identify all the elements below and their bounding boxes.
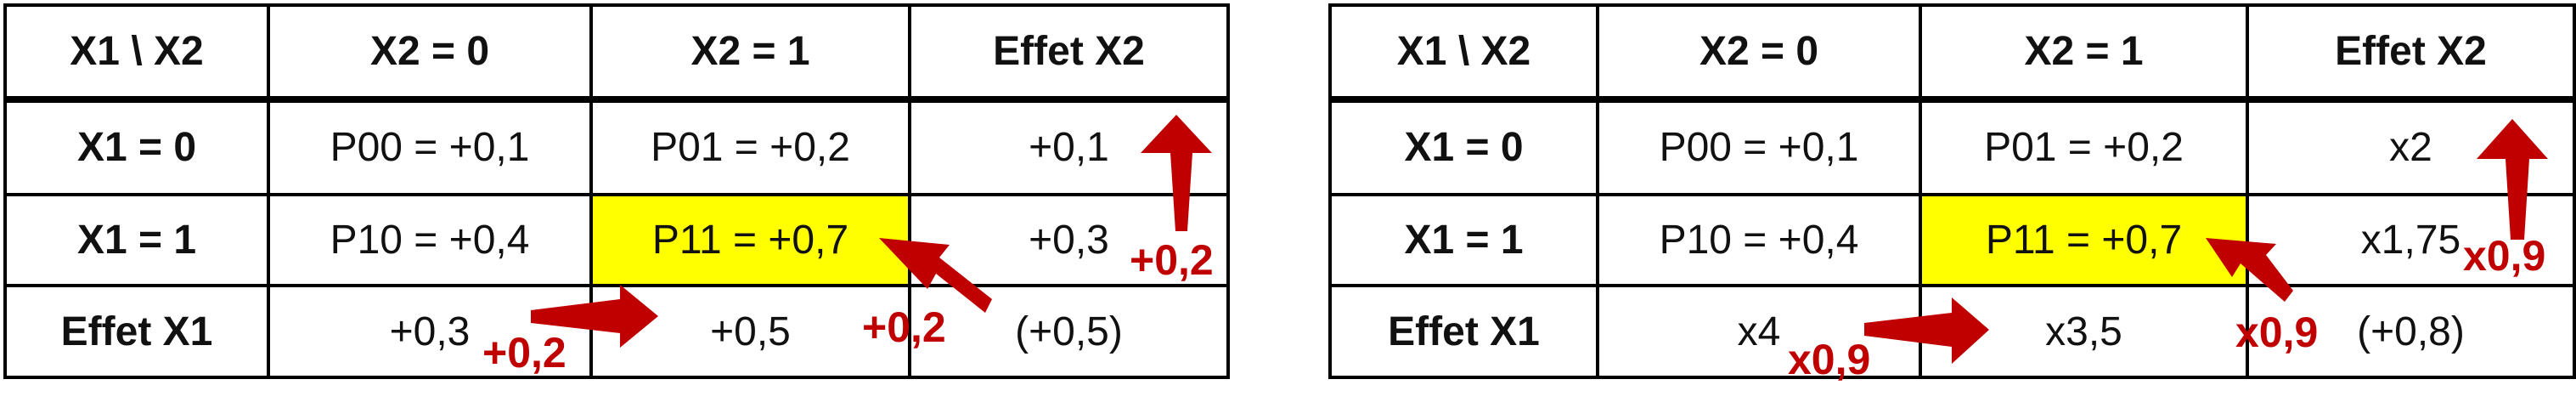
cell-effect-x1-col0: +0,3 — [267, 284, 593, 379]
cell-effect-x2-row1: x1,75 — [2246, 192, 2576, 288]
row-header-x1-0: X1 = 0 — [3, 98, 270, 196]
right-contingency-table: X1 \ X2 X2 = 0 X2 = 1 Effet X2 X1 = 0 P0… — [1328, 3, 2576, 379]
table-row: Effet X1 +0,3 +0,5 (+0,5) — [3, 284, 1230, 379]
row-header-x1-1: X1 = 1 — [1328, 192, 1599, 288]
left-contingency-table: X1 \ X2 X2 = 0 X2 = 1 Effet X2 X1 = 0 P0… — [3, 3, 1230, 379]
corner-header: X1 \ X2 — [3, 3, 270, 104]
cell-p01: P01 = +0,2 — [1919, 98, 2249, 196]
header-row: X1 \ X2 X2 = 0 X2 = 1 Effet X2 — [3, 3, 1230, 104]
col-header-effect-x2: Effet X2 — [908, 3, 1230, 104]
cell-interaction: (+0,5) — [908, 284, 1230, 379]
row-header-x1-1: X1 = 1 — [3, 192, 270, 288]
cell-p01: P01 = +0,2 — [589, 98, 911, 196]
col-header-x2-0: X2 = 0 — [267, 3, 593, 104]
row-header-effect-x1: Effet X1 — [1328, 284, 1599, 379]
row-header-x1-0: X1 = 0 — [1328, 98, 1599, 196]
table-row: X1 = 1 P10 = +0,4 P11 = +0,7 x1,75 — [1328, 192, 2576, 288]
col-header-x2-0: X2 = 0 — [1596, 3, 1922, 104]
cell-p00: P00 = +0,1 — [1596, 98, 1922, 196]
table-row: X1 = 0 P00 = +0,1 P01 = +0,2 +0,1 — [3, 98, 1230, 196]
cell-p10: P10 = +0,4 — [1596, 192, 1922, 288]
corner-header: X1 \ X2 — [1328, 3, 1599, 104]
cell-effect-x2-row0: x2 — [2246, 98, 2576, 196]
cell-interaction: (+0,8) — [2246, 284, 2576, 379]
col-header-effect-x2: Effet X2 — [2246, 3, 2576, 104]
header-row: X1 \ X2 X2 = 0 X2 = 1 Effet X2 — [1328, 3, 2576, 104]
cell-effect-x1-col1: +0,5 — [589, 284, 911, 379]
row-header-effect-x1: Effet X1 — [3, 284, 270, 379]
col-header-x2-1: X2 = 1 — [1919, 3, 2249, 104]
cell-effect-x1-col1: x3,5 — [1919, 284, 2249, 379]
cell-effect-x1-col0: x4 — [1596, 284, 1922, 379]
cell-p11-highlighted: P11 = +0,7 — [589, 192, 911, 288]
right-table-grid: X1 \ X2 X2 = 0 X2 = 1 Effet X2 X1 = 0 P0… — [1328, 3, 2576, 379]
col-header-x2-1: X2 = 1 — [589, 3, 911, 104]
table-row: Effet X1 x4 x3,5 (+0,8) — [1328, 284, 2576, 379]
table-row: X1 = 0 P00 = +0,1 P01 = +0,2 x2 — [1328, 98, 2576, 196]
cell-p10: P10 = +0,4 — [267, 192, 593, 288]
left-table-grid: X1 \ X2 X2 = 0 X2 = 1 Effet X2 X1 = 0 P0… — [3, 3, 1230, 379]
cell-effect-x2-row1: +0,3 — [908, 192, 1230, 288]
cell-effect-x2-row0: +0,1 — [908, 98, 1230, 196]
table-row: X1 = 1 P10 = +0,4 P11 = +0,7 +0,3 — [3, 192, 1230, 288]
cell-p11-highlighted: P11 = +0,7 — [1919, 192, 2249, 288]
cell-p00: P00 = +0,1 — [267, 98, 593, 196]
